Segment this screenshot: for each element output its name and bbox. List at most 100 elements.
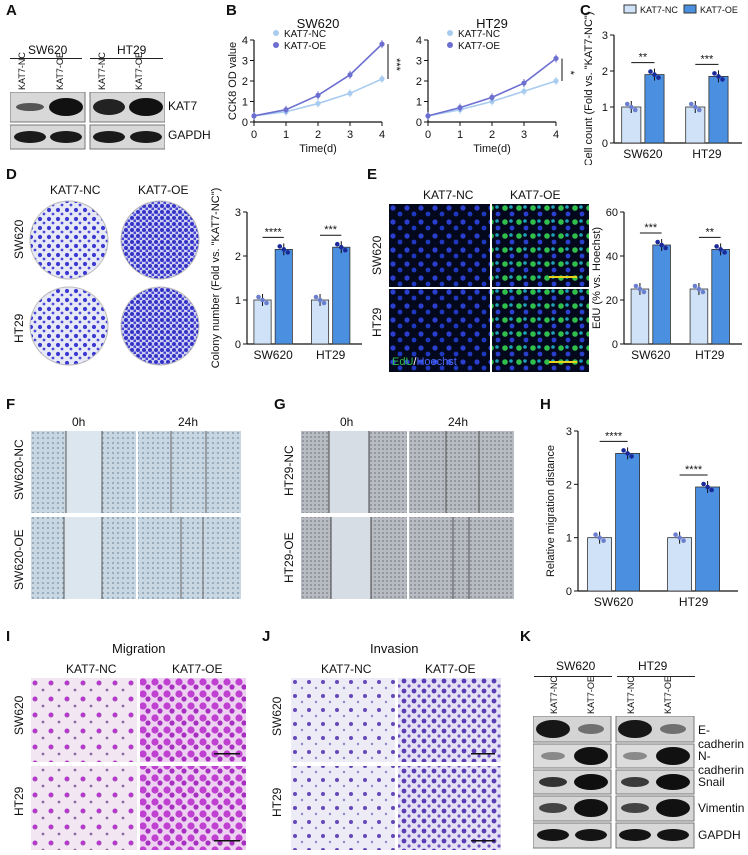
- chart-h-category-label: SW620: [594, 595, 634, 609]
- chart-d-dot: [334, 241, 340, 247]
- chart-b2-y-tick-label: 4: [416, 35, 422, 47]
- chart-c-dot: [652, 72, 657, 77]
- chart-e-y-tick-label: 20: [606, 295, 618, 307]
- edu-legend-sep: /: [413, 356, 417, 368]
- chart-h-category-label: HT29: [679, 595, 709, 609]
- chart-c-dot: [628, 104, 634, 110]
- chart-h-dot: [677, 535, 682, 540]
- chart-b1-sig-label: ***: [390, 58, 402, 72]
- chart-b2-point: [553, 78, 559, 84]
- chart-h-dot: [705, 484, 710, 490]
- e-row-ht29: HT29: [370, 307, 384, 337]
- chart-d-sig-label: ***: [324, 224, 338, 236]
- chart-b1-y-tick-label: 3: [242, 56, 248, 68]
- chart-e-dot: [663, 245, 668, 251]
- edu-ht29-nc: [389, 289, 490, 372]
- chart-b1-x-tick-label: 2: [315, 129, 321, 141]
- d-row-ht29: HT29: [12, 313, 26, 343]
- chart-b2-x-tick-label: 0: [425, 129, 431, 141]
- chart-c-dot: [632, 107, 638, 113]
- chart-b1-y-label: CCK8 OD value: [227, 42, 239, 120]
- chart-d-dot: [317, 297, 323, 303]
- blot-k-snail: Snail: [698, 775, 725, 789]
- wound-images-sw620: [31, 431, 241, 599]
- edu-legend-edu: EdU: [392, 356, 414, 368]
- chart-h-dot: [593, 532, 598, 537]
- colony-plates: [29, 200, 200, 366]
- chart-d-y-tick-label: 3: [235, 207, 241, 219]
- chart-h-y-tick-label: 0: [566, 586, 572, 598]
- blot-k-lane-4: KAT7-OE: [663, 676, 673, 714]
- chart-h-dot: [621, 448, 626, 453]
- scale-bar: [471, 840, 495, 842]
- blot-k-cell-ht29: HT29: [638, 659, 668, 673]
- chart-b1-legend-label: KAT7-NC: [284, 29, 326, 40]
- j-col-oe: KAT7-OE: [425, 662, 476, 676]
- chart-h-dot: [681, 538, 686, 543]
- chart-b2-legend-label: KAT7-OE: [458, 41, 500, 52]
- chart-b1-point: [283, 107, 289, 113]
- chart-b2-x-tick-label: 3: [521, 129, 527, 141]
- plate-sw620-nc: [29, 200, 109, 280]
- chart-h-bar: [695, 486, 721, 592]
- chart-c-bar: [644, 74, 665, 144]
- chart-b2-y-tick-label: 3: [416, 56, 422, 68]
- chart-h-y-tick-label: 2: [566, 479, 572, 491]
- g-time-24: 24h: [448, 415, 469, 429]
- blot-k-ncad: N-cadherin: [698, 749, 745, 777]
- panel-label-c: C: [580, 2, 591, 19]
- chart-d-dot: [338, 244, 344, 250]
- panel-label-e: E: [367, 166, 378, 183]
- chart-b2-point: [489, 98, 495, 105]
- chart-c-legend-marker: [683, 4, 697, 14]
- f-time-0: 0h: [72, 415, 86, 429]
- chart-h-dot: [629, 454, 634, 459]
- chart-d-dot: [256, 294, 261, 300]
- chart-d-y-tick-label: 1: [235, 295, 241, 307]
- i-col-nc: KAT7-NC: [66, 662, 117, 676]
- chart-b2-point: [521, 80, 527, 86]
- i-row-sw620: SW620: [12, 695, 26, 735]
- blot-k-lane-1: KAT7-NC: [549, 676, 559, 714]
- chart-e-y-label: EdU (% vs. Hoechst): [591, 227, 603, 329]
- chart-b1-point: [251, 113, 257, 119]
- chart-b1-point: [379, 76, 385, 82]
- chart-d-dot: [277, 244, 283, 249]
- chart-h-dot: [625, 451, 630, 456]
- chart-c-bar: [708, 76, 729, 144]
- edu-legend: EdU/Hoechst: [392, 356, 457, 368]
- chart-c-category-label: HT29: [692, 147, 722, 161]
- chart-b2-x-label: Time(d): [473, 143, 510, 155]
- chart-c-sig-label: **: [639, 52, 648, 64]
- chart-h-dot: [701, 481, 706, 487]
- chart-c-legend-label: KAT7-OE: [700, 5, 738, 15]
- chart-b1-point: [347, 90, 353, 96]
- blot-k-image: [533, 716, 695, 849]
- chart-d-y-tick-label: 2: [235, 251, 241, 263]
- edu-sw620-oe: [492, 204, 589, 287]
- chart-e-category-label: SW620: [631, 348, 671, 362]
- chart-b1-x-tick-label: 4: [379, 129, 385, 141]
- chart-c-dot: [648, 69, 653, 74]
- g-row-nc: HT29-NC: [282, 445, 296, 496]
- blot-k-lane-2: KAT7-OE: [586, 676, 596, 714]
- chart-h-sig-label: ****: [685, 464, 703, 476]
- chart-b1-x-label: Time(d): [299, 143, 336, 155]
- blot-a-gapdh-label: GAPDH: [168, 128, 211, 142]
- chart-c-legend-marker: [623, 4, 637, 14]
- chart-c-category-label: SW620: [623, 147, 663, 161]
- chart-d-bar: [332, 246, 351, 345]
- chart-e-dot: [659, 242, 664, 248]
- chart-d-bar: [253, 299, 272, 345]
- chart-b2-y-tick-label: 2: [416, 76, 422, 88]
- chart-b1-point: [315, 92, 321, 98]
- chart-d-category-label: HT29: [316, 348, 346, 362]
- e-col-nc: KAT7-NC: [423, 188, 474, 202]
- edu-sw620-nc: [389, 204, 490, 287]
- chart-d-bar: [274, 249, 293, 345]
- plate-ht29-oe: [120, 286, 200, 366]
- chart-h-sig-label: ****: [605, 430, 623, 442]
- chart-b2-legend-marker: [447, 42, 453, 48]
- chart-b2-point: [521, 88, 527, 94]
